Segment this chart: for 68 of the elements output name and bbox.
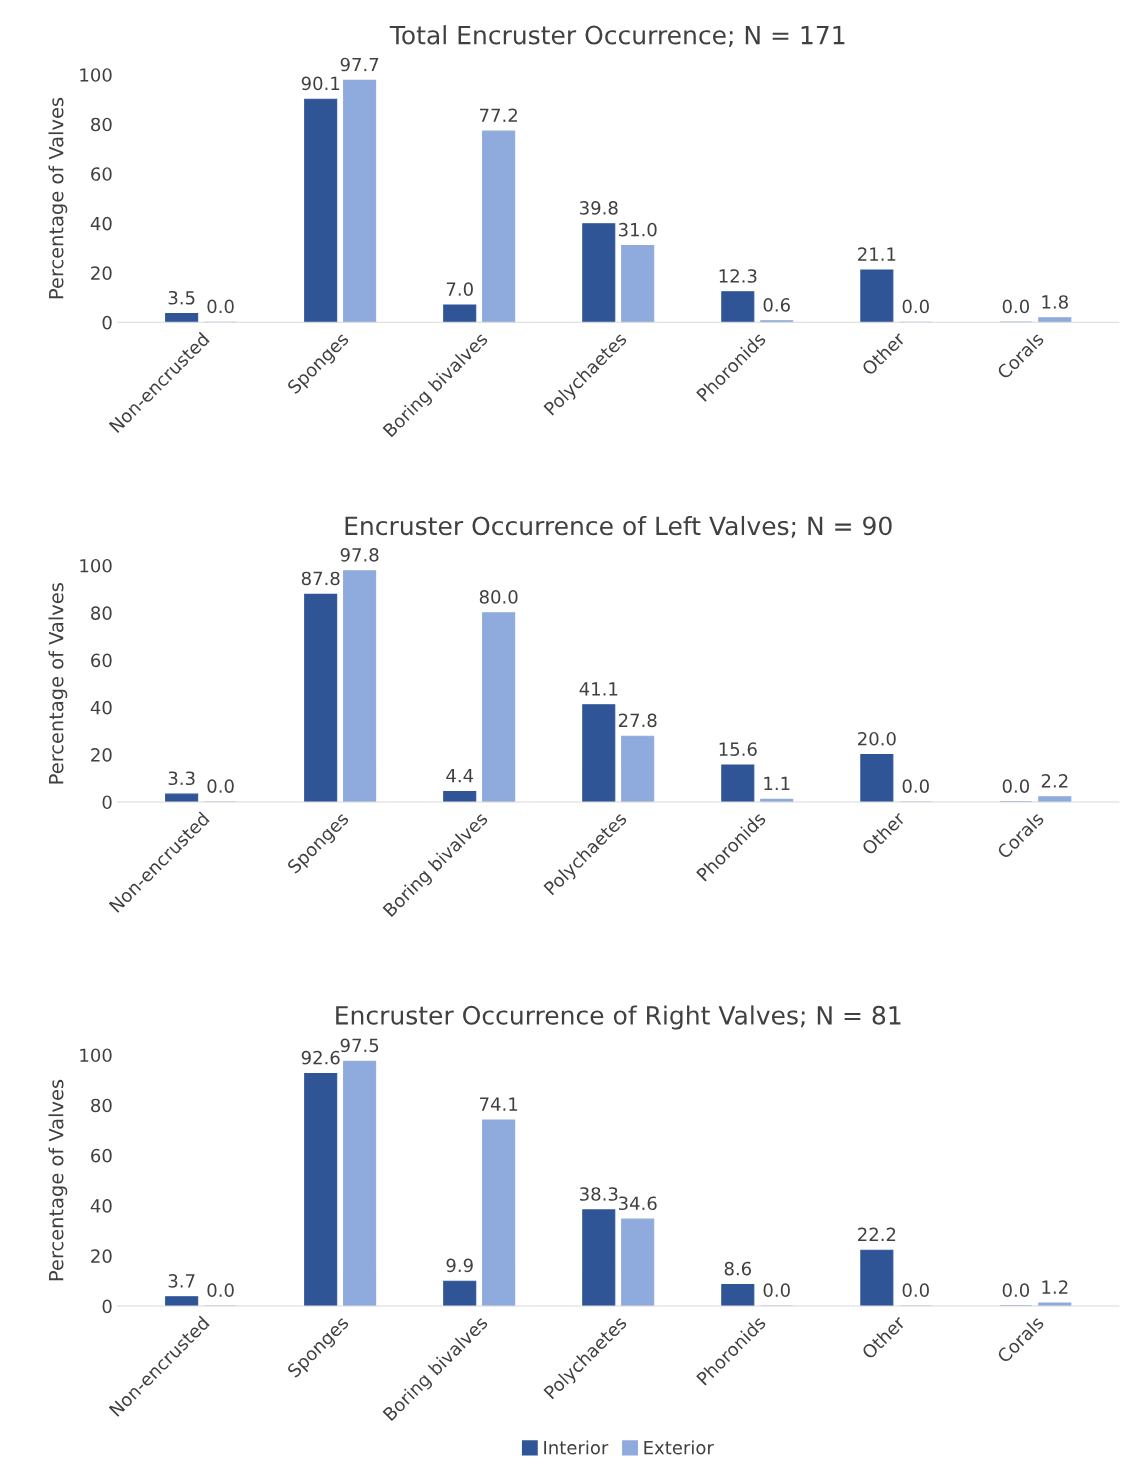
y-tick-label: 0 <box>102 315 112 330</box>
data-label: 7.0 <box>446 282 473 296</box>
legend-label: Exterior <box>644 1440 714 1455</box>
y-axis-title: Percentage of Valves <box>48 97 68 299</box>
y-tick-label: 80 <box>91 606 112 620</box>
data-label: 1.8 <box>1042 295 1068 309</box>
data-label: 80.0 <box>479 590 518 604</box>
y-tick-label: 0 <box>102 1299 112 1314</box>
y-tick-label: 80 <box>91 1098 112 1113</box>
data-label: 21.1 <box>858 247 896 261</box>
data-label: 0.0 <box>207 779 234 793</box>
y-axis-title: Percentage of Valves <box>48 1079 68 1281</box>
data-label: 0.0 <box>902 299 929 314</box>
data-label: 90.1 <box>301 76 340 91</box>
y-tick-label: 0 <box>102 795 112 810</box>
y-tick-label: 40 <box>90 700 112 715</box>
y-tick-label: 100 <box>80 558 112 573</box>
data-label: 20.0 <box>858 731 896 746</box>
data-label: 9.9 <box>446 1258 473 1273</box>
data-label: 0.0 <box>1002 299 1030 314</box>
y-tick-label: 20 <box>91 1249 112 1263</box>
data-label: 97.7 <box>340 57 379 72</box>
chart-title: Encruster Occurrence of Left Valves; N = 90 <box>345 515 892 538</box>
data-label: 1.2 <box>1042 1280 1068 1294</box>
data-label: 77.2 <box>480 108 517 122</box>
data-label: 0.6 <box>763 298 790 312</box>
data-label: 8.6 <box>724 1261 752 1276</box>
data-label: 3.5 <box>168 290 195 305</box>
data-label: 39.8 <box>580 201 618 215</box>
chart-title: Total Encruster Occurrence; N = 171 <box>389 25 845 48</box>
chart-title: Encruster Occurrence of Right Valves; N = 81 <box>336 1005 901 1030</box>
data-label: 0.0 <box>1002 779 1030 793</box>
y-tick-label: 40 <box>90 1199 112 1213</box>
data-label: 3.7 <box>168 1274 195 1288</box>
data-label: 3.3 <box>168 771 195 786</box>
y-tick-label: 80 <box>91 117 112 132</box>
data-label: 27.8 <box>618 713 657 728</box>
data-label: 2.2 <box>1041 774 1068 788</box>
data-label: 34.6 <box>618 1196 657 1211</box>
data-label: 31.0 <box>618 222 657 237</box>
data-label: 0.0 <box>763 1283 790 1297</box>
data-label: 12.3 <box>719 269 757 283</box>
data-label: 0.0 <box>207 299 234 314</box>
legend-label: Interior <box>544 1440 609 1455</box>
data-label: 15.6 <box>719 742 757 756</box>
y-tick-label: 100 <box>80 68 112 82</box>
data-label: 74.1 <box>480 1097 518 1111</box>
data-label: 0.0 <box>207 1283 234 1297</box>
y-tick-label: 20 <box>91 748 112 762</box>
y-axis-title: Percentage of Valves <box>48 583 68 784</box>
data-label: 0.0 <box>902 1283 929 1297</box>
y-tick-label: 60 <box>91 653 112 668</box>
y-tick-label: 100 <box>80 1048 112 1063</box>
data-label: 38.3 <box>580 1187 618 1201</box>
y-tick-label: 40 <box>90 216 112 231</box>
data-label: 87.8 <box>301 571 340 586</box>
y-tick-label: 20 <box>91 266 112 280</box>
data-label: 97.8 <box>340 547 379 562</box>
data-label: 41.1 <box>579 682 618 696</box>
data-label: 1.1 <box>764 776 790 791</box>
y-tick-label: 60 <box>91 167 112 181</box>
data-label: 4.4 <box>446 769 474 783</box>
data-label: 97.5 <box>340 1038 379 1053</box>
data-label: 22.2 <box>858 1227 896 1241</box>
y-tick-label: 60 <box>91 1148 112 1163</box>
data-label: 0.0 <box>902 779 929 793</box>
data-label: 0.0 <box>1002 1283 1030 1297</box>
data-label: 92.6 <box>301 1050 340 1065</box>
